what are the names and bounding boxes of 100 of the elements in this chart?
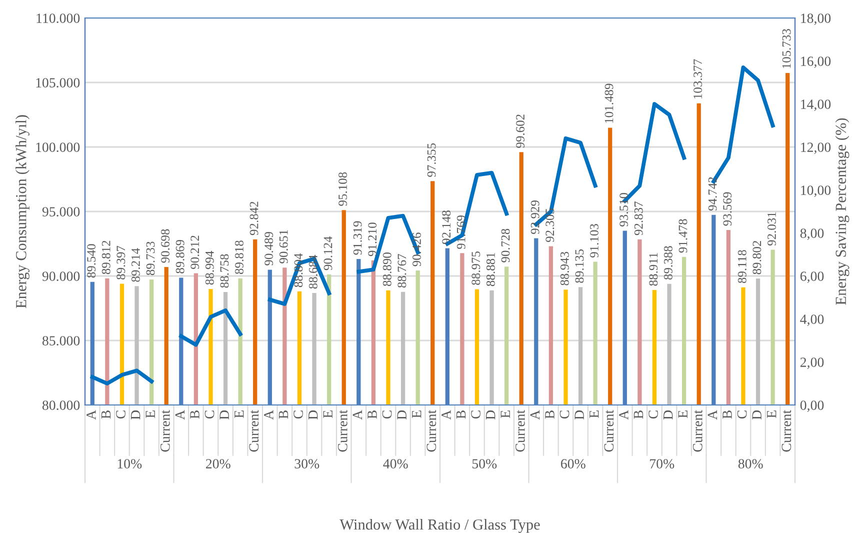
data-label: 88.911 <box>649 253 658 286</box>
data-label: 90.698 <box>161 229 170 263</box>
x-tick-label: E <box>767 410 776 418</box>
x-tick-label: A <box>175 410 184 420</box>
x-tick-label: A <box>708 410 717 420</box>
y2-axis-title: Energy Saving Percentage (%) <box>835 118 850 305</box>
x-tick-label: A <box>530 410 540 420</box>
x-tick-label: B <box>278 410 288 419</box>
x-axis-title: Window Wall Ratio / Glass Type <box>340 518 540 533</box>
x-tick-label: D <box>308 410 318 420</box>
y-tick-label: 85.000 <box>42 336 80 346</box>
x-tick-label: C <box>204 410 214 419</box>
data-label: 94.742 <box>708 177 717 211</box>
x-tick-label: Current <box>338 410 348 452</box>
y-tick-label: 110.000 <box>36 14 80 24</box>
x-tick-label: E <box>678 410 688 418</box>
data-label: 91.210 <box>368 222 377 256</box>
y2-tick-label: 10,00 <box>801 186 831 197</box>
x-tick-label: D <box>397 410 406 420</box>
x-tick-label: B <box>722 410 732 419</box>
data-label: 89.818 <box>235 240 244 274</box>
data-label: 89.540 <box>87 244 96 278</box>
text: 70% <box>650 459 674 469</box>
x-tick-label: A <box>352 410 362 420</box>
text: 50% <box>472 459 497 469</box>
x-tick-label: B <box>101 410 111 419</box>
x-tick-label: Current <box>160 410 170 452</box>
y2-tick-label: 18,00 <box>801 14 831 25</box>
data-label: 91.319 <box>353 221 362 255</box>
data-label: 92.031 <box>768 212 776 246</box>
text: 60% <box>560 459 586 469</box>
x-tick-label: A <box>442 410 451 420</box>
data-label: 93.510 <box>620 192 628 226</box>
x-tick-label: D <box>574 410 584 420</box>
x-tick-label: Current <box>604 410 614 452</box>
data-label: 89.812 <box>102 240 110 274</box>
x-tick-label: D <box>131 410 140 420</box>
y2-tick-label: 8,00 <box>800 228 824 240</box>
x-tick-label: A <box>619 410 628 420</box>
x-tick-label: C <box>471 410 480 419</box>
data-label: 90.124 <box>324 236 332 270</box>
data-label: 92.305 <box>546 208 554 242</box>
data-label: 92.148 <box>442 210 451 244</box>
x-tick-label: C <box>648 410 658 419</box>
data-label: 97.355 <box>427 143 436 177</box>
x-tick-label: B <box>634 410 644 419</box>
data-label: 91.478 <box>678 219 688 253</box>
x-tick-label: Current <box>515 410 525 452</box>
text: 80% <box>738 459 763 469</box>
x-tick-label: D <box>752 410 762 420</box>
x-tick-label: Current <box>782 410 792 452</box>
text: 10% <box>118 459 142 469</box>
x-tick-label: B <box>368 410 377 419</box>
y2-tick-label: 4,00 <box>800 314 824 326</box>
data-label: 90.489 <box>264 232 274 266</box>
data-label: 91.769 <box>456 215 466 249</box>
x-tick-label: A <box>86 410 96 420</box>
data-label: 89.135 <box>575 249 584 283</box>
x-tick-label: E <box>234 410 244 418</box>
y-tick-label: 90.000 <box>42 272 80 282</box>
x-tick-label: C <box>116 410 126 419</box>
data-label: 95.108 <box>338 172 348 206</box>
data-label: 89.388 <box>664 246 672 280</box>
y2-tick-label: 0,00 <box>800 400 824 412</box>
x-tick-label: Current <box>426 410 436 452</box>
text: 30% <box>294 459 320 469</box>
data-label: 89.118 <box>738 250 746 284</box>
data-label: 88.881 <box>486 252 495 286</box>
y-tick-label: 100.000 <box>36 142 80 152</box>
data-label: 90.651 <box>279 230 288 264</box>
data-label: 90.426 <box>412 232 421 266</box>
x-tick-label: E <box>146 410 155 418</box>
data-label: 93.569 <box>723 192 732 226</box>
data-label: 90.212 <box>190 236 200 269</box>
data-label: 88.767 <box>398 254 406 288</box>
data-label: 92.929 <box>530 200 540 234</box>
data-label: 88.684 <box>308 254 318 289</box>
data-label: 92.842 <box>250 202 258 236</box>
data-label: 88.975 <box>472 251 480 285</box>
x-tick-label: C <box>737 410 747 419</box>
data-label: 99.602 <box>516 114 525 148</box>
x-tick-label: A <box>264 410 274 420</box>
data-label: 101.489 <box>604 84 614 123</box>
y2-tick-label: 14,00 <box>801 100 831 111</box>
x-tick-label: D <box>664 410 673 420</box>
x-tick-label: C <box>560 410 570 419</box>
x-tick-label: Current <box>692 410 702 452</box>
y2-tick-label: 12,00 <box>801 142 831 154</box>
data-label: 90.728 <box>501 228 510 262</box>
data-label: 88.804 <box>294 253 303 288</box>
data-label: 88.890 <box>382 252 392 286</box>
data-label: 89.397 <box>116 246 126 280</box>
data-label: 89.802 <box>752 241 762 274</box>
text: 20% <box>206 459 230 469</box>
data-label: 103.377 <box>694 59 702 98</box>
y2-tick-label: 16,00 <box>801 56 831 68</box>
y2-tick-label: 2,00 <box>800 358 824 369</box>
x-tick-label: B <box>545 410 554 419</box>
y-axis-title: Energy Consumption (kWh/yıl) <box>16 115 30 308</box>
y-tick-label: 95.000 <box>42 207 80 217</box>
